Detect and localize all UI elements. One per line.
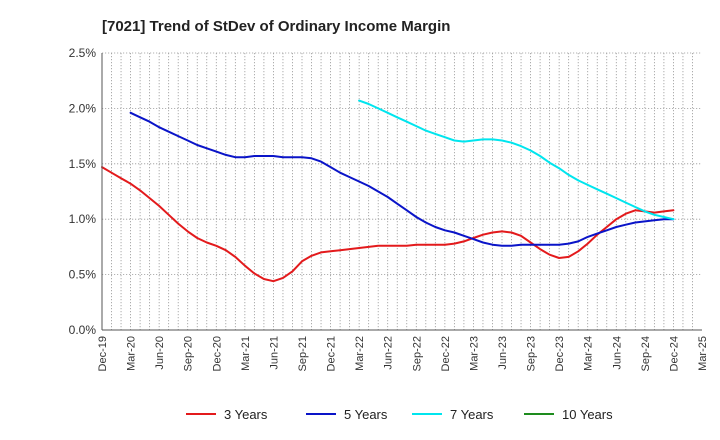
- plot-area: [102, 53, 702, 330]
- legend-item-4: 10 Years: [524, 407, 613, 422]
- x-tick-label: Dec-21: [326, 336, 338, 371]
- series-line-1: [101, 166, 675, 283]
- x-tick-label: Jun-20: [154, 336, 166, 370]
- x-tick-label: Dec-20: [211, 336, 223, 371]
- y-tick-label: 1.5%: [69, 157, 97, 171]
- y-tick-label: 0.5%: [69, 268, 97, 282]
- x-tick-label: Jun-22: [383, 336, 395, 370]
- x-tick-label: Jun-23: [497, 336, 509, 370]
- x-tick-label: Sep-24: [640, 336, 652, 371]
- chart-title: [7021] Trend of StDev of Ordinary Income…: [102, 18, 450, 35]
- x-tick-label: Mar-21: [240, 336, 252, 371]
- x-tick-label: Dec-24: [668, 336, 680, 371]
- legend: 3 Years 5 Years 7 Years 10 Years: [186, 407, 613, 422]
- series-line-3: [358, 99, 675, 221]
- legend-item-2: 5 Years: [306, 407, 388, 422]
- x-gridlines: [111, 53, 693, 330]
- y-tick-label: 2.0%: [69, 101, 97, 115]
- plot-background: [102, 53, 702, 330]
- x-tick-label: Mar-24: [583, 336, 595, 371]
- x-tick-label: Sep-21: [297, 336, 309, 371]
- x-tick-label: Sep-22: [411, 336, 423, 371]
- x-tick-label: Mar-22: [354, 336, 366, 371]
- series-layer: [101, 99, 675, 283]
- x-tick-label: Jun-24: [611, 336, 623, 370]
- series-line-2: [129, 111, 675, 247]
- x-tick-label: Sep-23: [526, 336, 538, 371]
- y-tick-labels: 0.0% 0.5% 1.0% 1.5% 2.0% 2.5%: [69, 46, 97, 337]
- x-tick-label: Jun-21: [268, 336, 280, 370]
- legend-label: 5 Years: [344, 407, 388, 422]
- x-tick-label: Dec-22: [440, 336, 452, 371]
- legend-label: 3 Years: [224, 407, 268, 422]
- legend-label: 7 Years: [450, 407, 494, 422]
- x-tick-label: Mar-25: [697, 336, 709, 371]
- legend-item-3: 7 Years: [412, 407, 494, 422]
- x-tick-labels: Dec-19 Mar-20 Jun-20 Sep-20 Dec-20 Mar-21 Jun-…: [97, 336, 709, 371]
- y-tick-label: 0.0%: [69, 323, 97, 337]
- legend-item-1: 3 Years: [186, 407, 268, 422]
- y-gridlines: [102, 52, 702, 276]
- x-tick-label: Mar-20: [126, 336, 138, 371]
- legend-label: 10 Years: [562, 407, 613, 422]
- x-tick-label: Dec-19: [97, 336, 109, 371]
- y-tick-label: 2.5%: [69, 46, 97, 60]
- x-tick-label: Dec-23: [554, 336, 566, 371]
- x-tick-label: Sep-20: [183, 336, 195, 371]
- x-tick-label: Mar-23: [468, 336, 480, 371]
- axes: [101, 53, 702, 331]
- y-tick-label: 1.0%: [69, 212, 97, 226]
